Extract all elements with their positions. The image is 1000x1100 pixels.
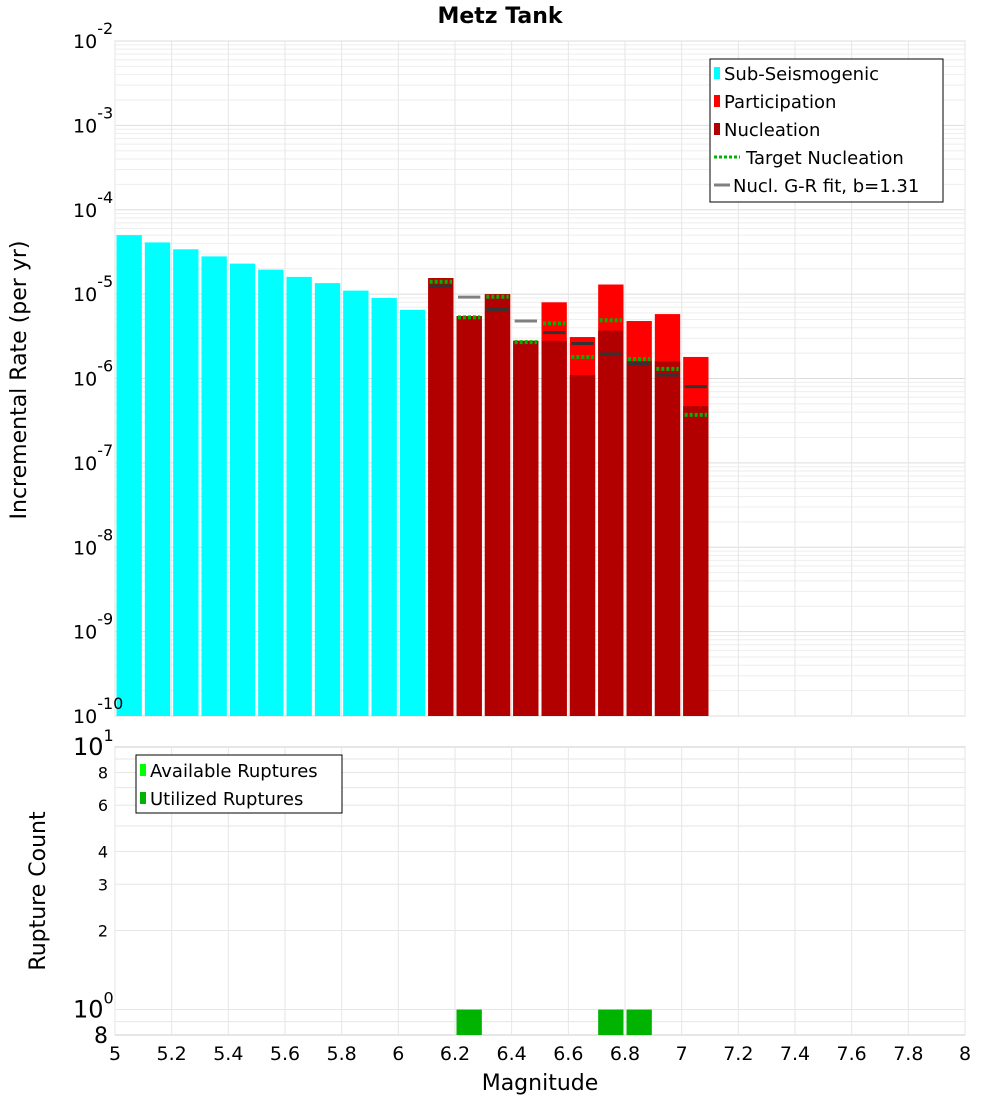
top-y-tick-label: 10-5 xyxy=(73,272,113,306)
bottom-x-ticks: 5 5.2 5.4 5.6 5.8 6 6.2 6.4 6.6 6.8 7 7.2 7.4 7.6 7.8 8 xyxy=(109,1043,971,1065)
legend-swatch-participation xyxy=(714,95,720,107)
x-tick-label: 5.6 xyxy=(270,1043,300,1065)
top-legend: Sub-Seismogenic Participation Nucleation… xyxy=(709,58,944,203)
x-tick-label: 6.2 xyxy=(440,1043,470,1065)
bottom-y-tick-label: 2 xyxy=(98,922,108,941)
bar-nucleation xyxy=(598,330,624,716)
x-tick-label: 5.4 xyxy=(213,1043,243,1065)
legend-swatch-utilized-ruptures xyxy=(140,792,146,804)
top-y-tick-label: 10-7 xyxy=(73,441,113,475)
legend-label-available-ruptures: Available Ruptures xyxy=(150,761,318,782)
x-tick-label: 5 xyxy=(109,1043,121,1065)
bar-sub-seismogenic xyxy=(371,297,397,716)
bar-utilized-ruptures xyxy=(626,1009,652,1035)
bottom-y-tick-label: 3 xyxy=(98,875,108,894)
top-y-tick-label: 10-2 xyxy=(73,19,113,53)
legend-label-sub-seismogenic: Sub-Seismogenic xyxy=(724,64,879,85)
x-tick-label: 5.8 xyxy=(327,1043,357,1065)
x-tick-label: 7.6 xyxy=(837,1043,867,1065)
bottom-legend-box xyxy=(135,754,343,814)
bar-sub-seismogenic xyxy=(343,290,369,716)
bar-sub-seismogenic xyxy=(399,309,426,716)
top-y-tick-label: 10-9 xyxy=(73,610,113,644)
top-legend-box xyxy=(709,58,944,203)
bar-nucleation xyxy=(626,361,652,716)
legend-label-target-nucleation: Target Nucleation xyxy=(745,148,904,169)
bar-utilized-ruptures xyxy=(456,1009,482,1035)
top-y-axis-label: Incremental Rate (per yr) xyxy=(7,241,32,520)
top-bars xyxy=(116,235,709,716)
bar-nucleation xyxy=(683,406,709,716)
legend-swatch-sub-seismogenic xyxy=(714,67,720,79)
bottom-y-major-tick-label: 100 xyxy=(73,989,114,1024)
top-y-tick-label: 10-8 xyxy=(73,525,113,559)
top-lines xyxy=(429,279,707,417)
bottom-y-tick-label: 4 xyxy=(98,842,108,861)
bar-nucleation xyxy=(654,361,681,716)
top-y-tick-label: 10-4 xyxy=(73,188,113,222)
x-tick-label: 5.2 xyxy=(157,1043,187,1065)
bar-sub-seismogenic xyxy=(258,269,284,716)
bottom-y-tick-label: 8 xyxy=(98,763,108,782)
bottom-grid xyxy=(114,747,966,1035)
bar-nucleation xyxy=(541,340,567,716)
bar-sub-seismogenic xyxy=(144,242,171,716)
x-tick-label: 6 xyxy=(392,1043,404,1065)
x-tick-label: 6.8 xyxy=(610,1043,640,1065)
x-tick-label: 8 xyxy=(959,1043,971,1065)
x-tick-label: 6.4 xyxy=(497,1043,527,1065)
top-y-tick-label: 10-6 xyxy=(73,357,113,391)
bottom-y-min-tick-label: 8 xyxy=(94,1024,108,1049)
bottom-y-axis-label: Rupture Count xyxy=(26,811,51,971)
top-y-tick-label: 10-3 xyxy=(73,103,113,137)
legend-label-gr-fit: Nucl. G-R fit, b=1.31 xyxy=(733,176,919,197)
bottom-y-major-tick-label: 101 xyxy=(73,726,114,761)
bar-sub-seismogenic xyxy=(116,235,142,716)
bar-sub-seismogenic xyxy=(229,263,256,716)
x-tick-label: 7.4 xyxy=(780,1043,810,1065)
bar-sub-seismogenic xyxy=(286,276,312,716)
legend-label-utilized-ruptures: Utilized Ruptures xyxy=(150,789,303,810)
legend-swatch-nucleation xyxy=(714,123,720,135)
top-y-tick-label: 10-10 xyxy=(73,694,123,728)
bottom-bars xyxy=(456,1009,652,1035)
x-tick-label: 7 xyxy=(676,1043,688,1065)
legend-label-participation: Participation xyxy=(724,92,836,113)
bar-utilized-ruptures xyxy=(598,1009,624,1035)
legend-swatch-available-ruptures xyxy=(140,764,146,776)
bar-nucleation xyxy=(428,278,454,716)
bar-sub-seismogenic xyxy=(201,256,227,716)
bar-nucleation xyxy=(513,340,539,716)
chart-title: Metz Tank xyxy=(437,4,563,29)
x-tick-label: 7.8 xyxy=(893,1043,923,1065)
bar-nucleation xyxy=(484,294,511,716)
top-panel: 10-2 10-3 10-4 10-5 10-6 10-7 10-8 10-9 10-10 In… xyxy=(7,19,966,728)
x-tick-label: 7.2 xyxy=(723,1043,753,1065)
bar-sub-seismogenic xyxy=(173,249,199,716)
bottom-y-tick-label: 6 xyxy=(98,796,108,815)
legend-label-nucleation: Nucleation xyxy=(724,120,820,141)
x-axis-label: Magnitude xyxy=(482,1071,599,1096)
bottom-legend: Available Ruptures Utilized Ruptures xyxy=(135,754,343,814)
bar-nucleation xyxy=(456,316,482,716)
bar-sub-seismogenic xyxy=(314,283,341,716)
x-tick-label: 6.6 xyxy=(553,1043,583,1065)
bar-nucleation xyxy=(569,375,596,716)
